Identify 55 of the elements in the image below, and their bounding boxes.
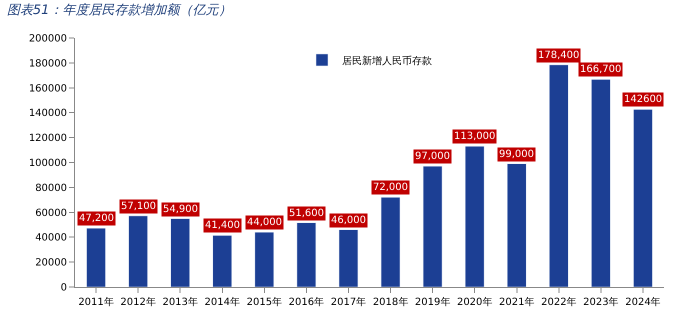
y-tick-label: 160000 (28, 83, 67, 94)
data-label: 46,000 (331, 215, 366, 226)
data-label: 97,000 (415, 151, 450, 162)
y-tick-label: 80000 (35, 182, 67, 194)
y-tick-label: 200000 (28, 34, 67, 44)
bar (507, 164, 526, 287)
y-tick-label: 40000 (35, 232, 67, 244)
bar (170, 218, 190, 287)
x-tick-label: 2018年 (372, 296, 408, 308)
y-tick-label: 20000 (35, 258, 67, 269)
x-tick-label: 2012年 (120, 296, 156, 308)
bar (338, 229, 358, 287)
data-label: 47,200 (79, 213, 114, 224)
bar (212, 235, 232, 287)
y-tick-label: 140000 (28, 108, 67, 120)
bar (464, 146, 484, 287)
data-label: 72,000 (373, 182, 408, 193)
x-tick-label: 2023年 (583, 296, 619, 308)
x-tick-label: 2024年 (625, 296, 661, 308)
data-label: 51,600 (289, 208, 324, 219)
x-tick-label: 2014年 (204, 296, 240, 308)
x-tick-label: 2013年 (162, 296, 198, 308)
y-tick-label: 120000 (28, 133, 67, 144)
x-tick-label: 2015年 (246, 296, 282, 308)
data-label: 166,700 (580, 64, 622, 75)
chart-title: 图表51：年度居民存款增加额（亿元） (6, 2, 232, 18)
y-tick-label: 60000 (35, 208, 67, 219)
y-tick-label: 0 (60, 282, 67, 294)
y-tick-label: 180000 (28, 58, 67, 70)
data-label: 142600 (624, 94, 662, 105)
x-tick-label: 2020年 (456, 296, 492, 308)
y-tick-label: 100000 (28, 158, 67, 169)
bar (86, 228, 106, 287)
x-tick-label: 2019年 (414, 296, 450, 308)
data-label: 113,000 (454, 131, 496, 142)
bar (591, 79, 611, 287)
bar (296, 222, 316, 287)
x-tick-label: 2011年 (78, 296, 114, 308)
x-tick-label: 2016年 (288, 296, 324, 308)
bar (422, 166, 442, 287)
bar (380, 197, 400, 287)
bar (254, 232, 274, 287)
bar (128, 216, 148, 287)
x-tick-label: 2017年 (330, 296, 366, 308)
x-tick-label: 2021年 (499, 296, 534, 308)
data-label: 54,900 (163, 204, 198, 215)
data-label: 41,400 (205, 220, 240, 231)
data-label: 99,000 (499, 149, 534, 160)
data-label: 178,400 (538, 50, 580, 61)
x-tick-label: 2022年 (541, 296, 577, 308)
data-label: 57,100 (121, 201, 156, 212)
data-label: 44,000 (247, 217, 282, 228)
legend-label: 居民新增人民币存款 (342, 54, 432, 67)
bar (549, 64, 569, 287)
bar (633, 109, 653, 287)
